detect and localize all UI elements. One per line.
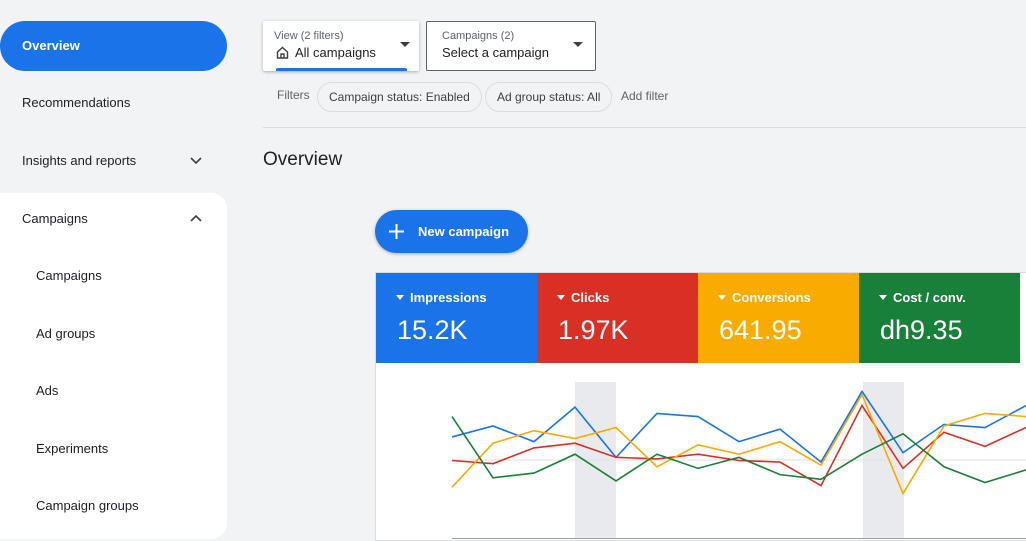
dropdown-underline bbox=[276, 68, 407, 71]
chevron-down bbox=[190, 157, 202, 165]
caret bbox=[400, 42, 410, 47]
button-label[interactable]: New campaign bbox=[418, 224, 510, 239]
chart bbox=[451, 382, 1026, 539]
dropdown-label: Campaigns (2) bbox=[442, 30, 515, 42]
metric-name: Cost / conv. bbox=[879, 290, 966, 305]
metric-card[interactable]: Conversions 641.95 bbox=[698, 273, 859, 363]
nav-group bbox=[0, 193, 227, 539]
nav-item[interactable]: Insights and reports bbox=[22, 153, 137, 168]
home-icon bbox=[276, 46, 289, 59]
nav-sub-item[interactable]: Experiments bbox=[36, 441, 109, 456]
campaign-dropdown[interactable] bbox=[426, 21, 596, 71]
nav-active[interactable] bbox=[0, 21, 227, 71]
chevron-up bbox=[190, 214, 202, 222]
nav-sub-item[interactable]: Campaign groups bbox=[36, 498, 139, 513]
add-filter[interactable]: Add filter bbox=[621, 89, 669, 103]
nav-sub-item[interactable]: Campaigns bbox=[36, 268, 102, 283]
divider bbox=[263, 127, 1026, 128]
metric-card[interactable]: Impressions 15.2K bbox=[376, 273, 537, 363]
nav-item[interactable]: Campaigns bbox=[22, 211, 88, 226]
metric-value: 1.97K bbox=[558, 315, 629, 345]
metric-card[interactable]: Clicks 1.97K bbox=[537, 273, 698, 363]
view-dropdown[interactable] bbox=[263, 21, 419, 71]
filter-chip[interactable]: Campaign status: Enabled bbox=[317, 82, 482, 112]
filter-chip[interactable]: Ad group status: All bbox=[485, 82, 613, 112]
dropdown-label: View (2 filters) bbox=[274, 30, 344, 42]
series-line bbox=[451, 416, 1026, 484]
metric-name: Conversions bbox=[718, 290, 811, 305]
metric-name: Impressions bbox=[396, 290, 487, 305]
filters-label: Filters bbox=[277, 88, 310, 102]
nav-item[interactable]: Recommendations bbox=[22, 95, 131, 110]
series-line bbox=[451, 389, 1026, 464]
series-line bbox=[451, 403, 1026, 487]
caret bbox=[573, 42, 583, 47]
metric-card[interactable]: Cost / conv. dh9.35 bbox=[859, 273, 1020, 363]
dropdown-value: Select a campaign bbox=[442, 45, 549, 60]
nav-item[interactable]: Overview bbox=[22, 38, 80, 53]
nav-sub-item[interactable]: Ad groups bbox=[36, 326, 96, 341]
nav-sub-item[interactable]: Ads bbox=[36, 383, 59, 398]
plus-icon bbox=[389, 224, 404, 239]
dropdown-value: All campaigns bbox=[295, 45, 376, 60]
metric-value: dh9.35 bbox=[880, 315, 963, 345]
series-line bbox=[451, 392, 1026, 496]
page-title: Overview bbox=[263, 149, 343, 170]
metric-value: 15.2K bbox=[397, 315, 468, 345]
metric-name: Clicks bbox=[557, 290, 609, 305]
metric-value: 641.95 bbox=[719, 315, 802, 345]
